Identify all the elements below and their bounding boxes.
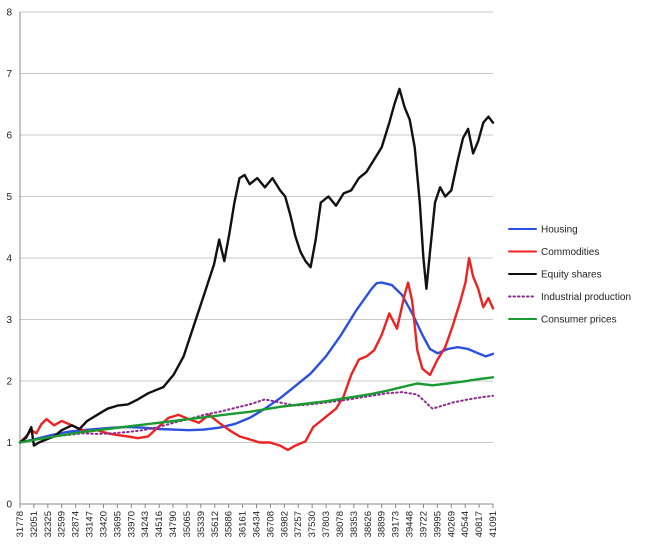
x-tick-label: 37530 xyxy=(307,511,318,537)
y-tick-label: 1 xyxy=(6,438,12,449)
x-tick-label: 39448 xyxy=(405,511,416,537)
y-tick-label: 5 xyxy=(6,192,12,203)
legend-consumer-prices-label: Consumer prices xyxy=(541,315,617,326)
y-tick-label: 8 xyxy=(6,8,12,19)
x-tick-label: 35339 xyxy=(196,511,207,537)
x-tick-label: 38626 xyxy=(363,511,374,537)
x-tick-label: 34516 xyxy=(154,511,165,537)
y-tick-label: 2 xyxy=(6,377,12,388)
x-tick-label: 40544 xyxy=(460,511,471,537)
x-tick-label: 31778 xyxy=(15,511,26,537)
series-lines xyxy=(18,87,495,452)
legend-housing-label: Housing xyxy=(541,225,578,236)
x-tick-label: 36161 xyxy=(238,511,249,537)
x-tick-label: 38078 xyxy=(335,511,346,537)
legend: Housing Commodities Equity shares Industria… xyxy=(508,225,631,326)
x-tick-label: 39173 xyxy=(391,511,402,537)
y-tick-label: 7 xyxy=(6,69,12,80)
x-tick-label: 37257 xyxy=(293,511,304,537)
series-line-industrial-production xyxy=(19,391,494,444)
x-tick-label: 36434 xyxy=(252,511,263,537)
x-tick-label: 32599 xyxy=(57,511,68,537)
legend-equity-shares-label: Equity shares xyxy=(541,270,602,281)
legend-commodities-label: Commodities xyxy=(541,247,599,258)
x-tick-label: 39722 xyxy=(418,511,429,537)
x-tick-label: 32051 xyxy=(29,511,40,537)
y-tick-label: 3 xyxy=(6,315,12,326)
y-tick-label: 0 xyxy=(6,500,12,511)
x-tick-label: 37803 xyxy=(321,511,332,537)
x-tick-label: 41091 xyxy=(488,511,499,537)
y-tick-label: 6 xyxy=(6,131,12,142)
x-tick-label: 35065 xyxy=(182,511,193,537)
x-tick-label: 32325 xyxy=(43,511,54,537)
x-tick-label: 35886 xyxy=(224,511,235,537)
x-tick-label: 40817 xyxy=(474,511,485,537)
x-tick-label: 32874 xyxy=(71,511,82,537)
y-tick-label: 4 xyxy=(6,254,12,265)
x-tick-label: 34243 xyxy=(140,511,151,537)
x-tick-label: 35612 xyxy=(210,511,221,537)
series-line-consumer-prices xyxy=(18,376,495,444)
x-tick-label: 36708 xyxy=(265,511,276,537)
x-tick-label: 38899 xyxy=(377,511,388,537)
series-line-commodities xyxy=(18,256,495,452)
x-tick-label: 40269 xyxy=(446,511,457,537)
gridlines xyxy=(20,11,493,505)
x-tick-label: 34790 xyxy=(168,511,179,537)
legend-industrial-production-label: Industrial production xyxy=(541,292,631,303)
x-tick-label: 36982 xyxy=(279,511,290,537)
x-tick-label: 39995 xyxy=(432,511,443,537)
x-tick-label: 33695 xyxy=(112,511,123,537)
x-tick-label: 38353 xyxy=(349,511,360,537)
x-tick-label: 33420 xyxy=(98,511,109,537)
x-tick-label: 33970 xyxy=(126,511,137,537)
series-line-equity-shares xyxy=(18,87,495,447)
x-tick-label: 33147 xyxy=(85,511,96,537)
